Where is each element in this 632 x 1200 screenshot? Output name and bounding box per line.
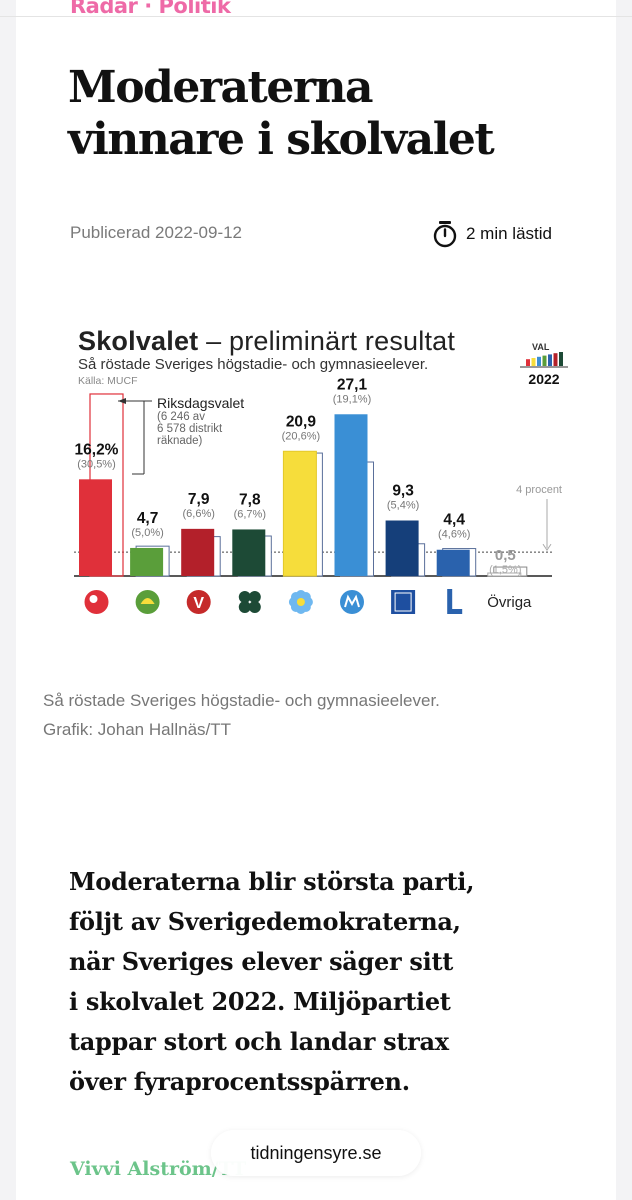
browser-url-bar[interactable]: tidningensyre.se bbox=[211, 1130, 421, 1176]
party-logo-kd-icon bbox=[394, 592, 412, 612]
lead-line: tappar stort och landar strax bbox=[69, 1027, 449, 1056]
lead-line: över fyraprocentsspärren. bbox=[69, 1067, 410, 1096]
party-logo-mp-icon bbox=[296, 598, 305, 606]
article-byline[interactable]: Vivvi Alström/TT bbox=[70, 1158, 247, 1180]
party-logo-s-icon bbox=[89, 595, 98, 603]
party-logo-c-icon bbox=[140, 598, 155, 604]
header-divider bbox=[0, 16, 632, 17]
caption-credit: Grafik: Johan Hallnäs/TT bbox=[43, 720, 232, 739]
badge-stripe bbox=[531, 358, 536, 366]
chart-subtitle: Så röstade Sveriges högstadie- och gymna… bbox=[78, 356, 429, 373]
bar-current bbox=[130, 547, 164, 576]
badge-stripe bbox=[537, 356, 541, 366]
caption-description: Så röstade Sveriges högstadie- och gymna… bbox=[43, 691, 440, 710]
party-logo-v-icon bbox=[186, 590, 211, 614]
badge-stripe bbox=[548, 354, 552, 366]
party-logo-m-icon bbox=[238, 591, 251, 603]
value-label: 4,7 bbox=[137, 510, 159, 527]
badge-stripe bbox=[542, 355, 547, 366]
compare-label: (4,6%) bbox=[438, 529, 470, 541]
lead-line: Moderaterna blir största parti, bbox=[69, 867, 475, 896]
value-label: 20,9 bbox=[286, 413, 317, 430]
read-time-label: 2 min lästid bbox=[466, 224, 552, 243]
article-lead: Moderaterna blir största parti, följt av… bbox=[69, 862, 569, 1102]
chart-plot: VAL 2022 4 procent 16,2%(30,5%) 4,7(5,0%) 7,9… bbox=[74, 342, 568, 614]
annotation-text: Riksdagsvalet bbox=[157, 395, 244, 411]
value-label: 0,5 bbox=[495, 547, 516, 564]
article-title-line-2: vinnare i skolvalet bbox=[68, 114, 495, 165]
party-logo-m-icon bbox=[238, 601, 251, 613]
chart-title-rest: – preliminärt resultat bbox=[198, 326, 456, 356]
value-label: 9,3 bbox=[392, 483, 414, 500]
chart-title-bold: Skolvalet bbox=[78, 326, 199, 356]
bar-current bbox=[436, 549, 470, 576]
value-label: 27,1 bbox=[337, 376, 368, 393]
badge-year: 2022 bbox=[528, 371, 559, 387]
bar-current bbox=[487, 572, 522, 577]
annotation-text: (6 246 av bbox=[157, 411, 205, 423]
party-logo-sd-icon bbox=[344, 594, 360, 608]
compare-label: (20,6%) bbox=[282, 430, 321, 442]
badge-stripe bbox=[559, 352, 563, 366]
bar-current bbox=[282, 450, 317, 577]
lead-line: när Sveriges elever säger sitt bbox=[69, 947, 454, 976]
party-logo-m-icon bbox=[248, 601, 261, 613]
value-label: 7,9 bbox=[188, 491, 210, 508]
bar-current bbox=[181, 528, 215, 576]
threshold-label: 4 procent bbox=[516, 484, 562, 496]
election-chart[interactable]: Skolvalet – preliminärt resultat Så röst… bbox=[72, 326, 572, 626]
compare-label: (1,5%) bbox=[489, 564, 521, 576]
other-label: Övriga bbox=[487, 593, 532, 611]
party-logo-s-icon bbox=[84, 590, 109, 614]
compare-label: (5,4%) bbox=[387, 500, 419, 512]
url-text: tidningensyre.se bbox=[250, 1142, 382, 1163]
page-gutter-left bbox=[0, 0, 16, 1200]
bar-current bbox=[385, 520, 419, 576]
bar-current bbox=[334, 414, 368, 576]
article-kicker[interactable]: Radar · Politik bbox=[70, 0, 231, 18]
value-label: 7,8 bbox=[239, 491, 261, 508]
lead-line: i skolvalet 2022. Miljöpartiet bbox=[69, 987, 451, 1016]
chart-title: Skolvalet – preliminärt resultat bbox=[78, 326, 455, 357]
value-label: 16,2% bbox=[75, 441, 119, 458]
image-caption: Så röstade Sveriges högstadie- och gymna… bbox=[43, 686, 440, 744]
compare-label: (19,1%) bbox=[333, 393, 372, 405]
compare-label: (6,6%) bbox=[182, 508, 214, 520]
compare-label: (6,7%) bbox=[234, 508, 266, 520]
read-time: 2 min lästid bbox=[432, 220, 552, 248]
party-logo-l-icon bbox=[447, 589, 463, 614]
lead-line: följt av Sverigedemokraterna, bbox=[69, 907, 461, 936]
article-title-line-1: Moderaterna bbox=[68, 62, 374, 113]
page-gutter-right bbox=[616, 0, 632, 1200]
party-logo-v-icon: V bbox=[193, 595, 204, 612]
published-date: Publicerad 2022-09-12 bbox=[70, 223, 243, 242]
party-logo-m-icon bbox=[248, 591, 261, 603]
badge-stripe bbox=[526, 359, 530, 366]
bar-current bbox=[232, 529, 266, 576]
annotation-text: 6 578 distrikt bbox=[157, 423, 223, 435]
stopwatch-icon bbox=[433, 221, 457, 248]
badge-stripe bbox=[553, 353, 558, 366]
article-title: Moderaterna vinnare i skolvalet bbox=[68, 62, 588, 166]
compare-label: (30,5%) bbox=[77, 458, 116, 470]
compare-label: (5,0%) bbox=[131, 527, 163, 539]
threshold-arrowhead bbox=[542, 543, 552, 552]
badge-top-text: VAL bbox=[532, 342, 550, 352]
chart-source: Källa: MUCF bbox=[78, 375, 138, 387]
value-label: 4,4 bbox=[443, 512, 465, 529]
annotation-text: räknade) bbox=[157, 435, 203, 447]
bar-current bbox=[79, 479, 112, 576]
